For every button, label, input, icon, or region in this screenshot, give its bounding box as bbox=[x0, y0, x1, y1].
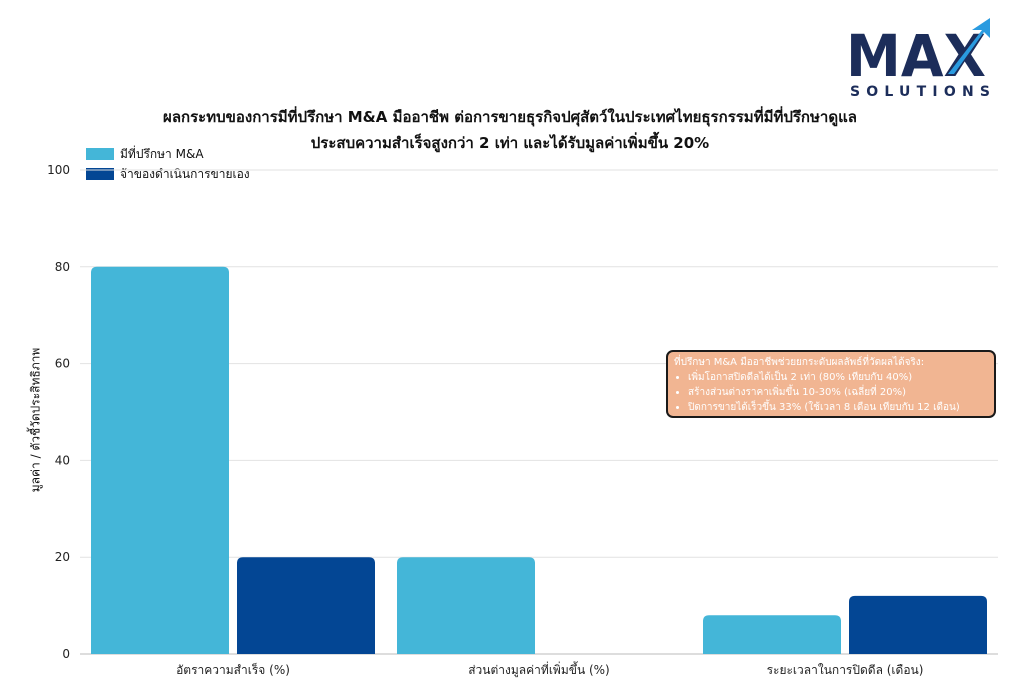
legend-swatch-owner bbox=[86, 168, 114, 180]
annotation-list: เพิ่มโอกาสปิดดีลได้เป็น 2 เท่า (80% เทีย… bbox=[674, 370, 988, 415]
x-category-label: ส่วนต่างมูลค่าที่เพิ่มขึ้น (%) bbox=[468, 661, 610, 678]
x-category-labels: อัตราความสำเร็จ (%) ส่วนต่างมูลค่าที่เพิ่… bbox=[176, 661, 923, 678]
annotation-heading: ที่ปรึกษา M&A มืออาชีพช่วยยกระดับผลลัพธ์… bbox=[674, 357, 925, 368]
y-tick-labels: 0 20 40 60 80 100 bbox=[47, 163, 70, 661]
legend-item-advisor: มีที่ปรึกษา M&A bbox=[86, 144, 250, 164]
x-category-label: ระยะเวลาในการปิดดีล (เดือน) bbox=[767, 663, 924, 677]
legend-label-advisor: มีที่ปรึกษา M&A bbox=[120, 146, 204, 161]
legend-swatch-advisor bbox=[86, 148, 114, 160]
chart-title-line-2: ประสบความสำเร็จสูงกว่า 2 เท่า และได้รับม… bbox=[310, 134, 710, 152]
y-tick-label: 60 bbox=[55, 357, 70, 371]
logo-arrow-icon bbox=[948, 18, 990, 74]
bars bbox=[91, 266, 987, 654]
y-tick-label: 80 bbox=[55, 260, 70, 274]
annotation-item: ปิดการขายได้เร็วขึ้น 33% (ใช้เวลา 8 เดือ… bbox=[688, 400, 988, 415]
bar-owner bbox=[849, 595, 987, 654]
chart-title-line-1: ผลกระทบของการมีที่ปรึกษา M&A มืออาชีพ ต่… bbox=[163, 108, 857, 126]
y-tick-label: 100 bbox=[47, 163, 70, 177]
y-tick-label: 0 bbox=[62, 647, 70, 661]
chart-title: ผลกระทบของการมีที่ปรึกษา M&A มืออาชีพ ต่… bbox=[60, 104, 960, 156]
bar-owner bbox=[237, 557, 375, 654]
bar-advisor bbox=[397, 557, 535, 654]
logo-text-solutions: SOLUTIONS bbox=[850, 84, 990, 100]
annotation-item: สร้างส่วนต่างราคาเพิ่มขึ้น 10-30% (เฉลี่… bbox=[688, 385, 988, 400]
bar-advisor bbox=[91, 266, 229, 654]
y-tick-label: 40 bbox=[55, 453, 70, 467]
annotation-box: ที่ปรึกษา M&A มืออาชีพช่วยยกระดับผลลัพธ์… bbox=[666, 350, 996, 418]
annotation-item: เพิ่มโอกาสปิดดีลได้เป็น 2 เท่า (80% เทีย… bbox=[688, 370, 988, 385]
max-solutions-logo: MAX SOLUTIONS bbox=[846, 18, 990, 100]
y-tick-label: 20 bbox=[55, 550, 70, 564]
bar-advisor bbox=[703, 615, 841, 654]
x-category-label: อัตราความสำเร็จ (%) bbox=[176, 662, 290, 677]
